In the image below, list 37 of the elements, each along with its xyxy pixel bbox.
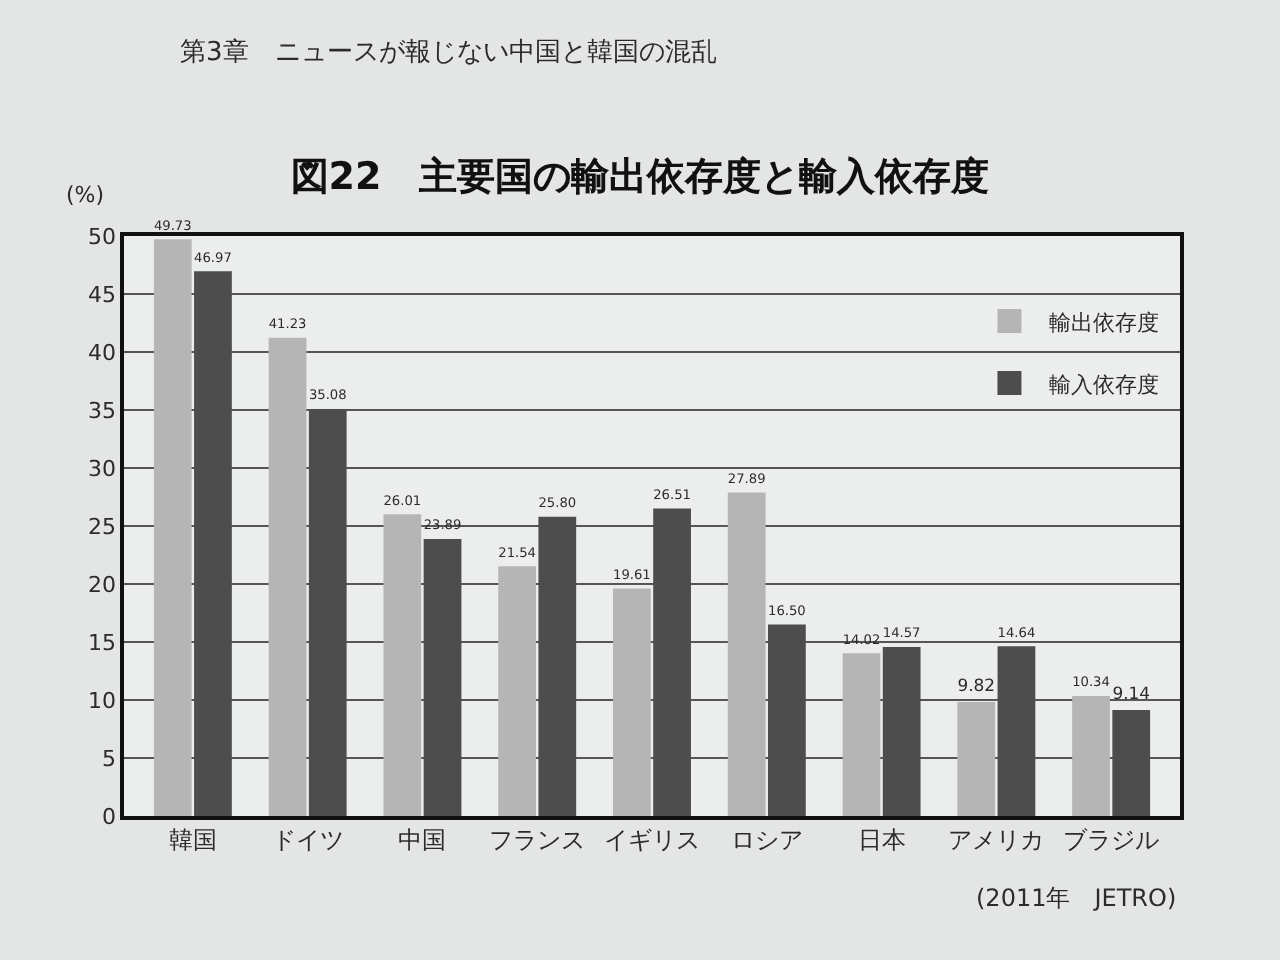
x-tick-label: 韓国 (168, 826, 217, 855)
y-tick-label: 30 (88, 455, 117, 482)
bar (727, 492, 766, 816)
text: (2011年 JETRO) (976, 884, 1177, 912)
bar (153, 239, 192, 816)
y-axis-title: (%) (66, 182, 105, 208)
y-tick-label: 10 (88, 687, 117, 714)
bar (957, 702, 996, 816)
y-tick-label: 35 (88, 397, 117, 424)
x-tick-label: アメリカ (948, 826, 1045, 855)
bar (613, 588, 651, 816)
y-tick-label: 5 (102, 745, 117, 772)
bar (842, 653, 881, 816)
y-tick-label: 20 (88, 571, 117, 598)
legend-label: 輸出依存度 (1049, 309, 1160, 336)
y-tick-label: 50 (88, 223, 117, 250)
x-tick-label: ドイツ (271, 826, 344, 855)
x-tick-label: フランス (489, 826, 586, 855)
data-label: 9.82 (957, 675, 996, 696)
y-tick-label: 15 (88, 629, 117, 656)
y-tick-label: 25 (88, 513, 117, 540)
bar (383, 514, 422, 816)
chart-title: 図22 主要国の輸出依存度と輸入依存度 (290, 155, 990, 200)
y-tick-label: 0 (102, 803, 117, 830)
y-tick-label: 40 (88, 339, 117, 366)
bar (268, 337, 307, 816)
bar (498, 566, 537, 816)
x-tick-label: イギリス (604, 826, 700, 855)
data-label: 9.14 (1112, 683, 1151, 704)
x-tick-label: ロシア (730, 826, 803, 855)
y-tick-label: 45 (88, 281, 117, 308)
legend-label: 輸入依存度 (1049, 371, 1160, 398)
text: 第3章 ニュースが報じない中国と韓国の混乱 (180, 38, 717, 68)
x-tick-label: 中国 (398, 826, 447, 855)
x-tick-label: 日本 (857, 826, 906, 855)
bar (1072, 696, 1110, 816)
x-tick-label: ブラジル (1063, 826, 1160, 855)
